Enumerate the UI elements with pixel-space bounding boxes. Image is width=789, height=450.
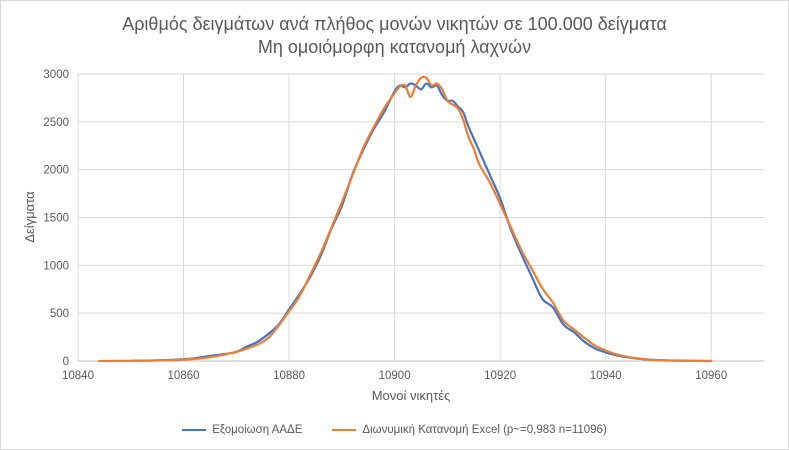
y-tick-label: 2500	[43, 117, 69, 129]
x-tick-label: 10940	[590, 370, 622, 382]
y-axis-title: Δείγματα	[22, 191, 37, 243]
y-tick-label: 3000	[43, 69, 69, 81]
legend-label-binomial: Διωνυμική Κατανομή Excel (p~=0,983 n=110…	[362, 424, 607, 436]
chart-title: Αριθμός δειγμάτων ανά πλήθος μονών νικητ…	[122, 14, 667, 34]
legend-item-binomial: Διωνυμική Κατανομή Excel (p~=0,983 n=110…	[332, 424, 607, 436]
chart-legend: Εξομοίωση ΑΑΔΕ Διωνυμική Κατανομή Excel …	[1, 424, 788, 436]
x-tick-label: 10840	[62, 370, 94, 382]
x-tick-label: 10900	[379, 370, 411, 382]
x-tick-label: 10880	[273, 370, 305, 382]
x-axis-title: Μονοί νικητές	[372, 388, 451, 403]
x-tick-label: 10920	[484, 370, 516, 382]
legend-label-aade: Εξομοίωση ΑΑΔΕ	[212, 424, 303, 436]
legend-swatch-aade	[182, 428, 207, 432]
chart-subtitle: Μη ομοιόμορφη κατανομή λαχνών	[257, 37, 532, 57]
y-tick-label: 500	[50, 308, 69, 320]
series-line-binomial	[98, 75, 713, 363]
y-tick-label: 2000	[43, 165, 69, 177]
y-tick-label: 1500	[43, 213, 69, 225]
legend-swatch-binomial	[332, 428, 357, 432]
x-tick-label: 10960	[695, 370, 727, 382]
legend-item-aade: Εξομοίωση ΑΑΔΕ	[182, 424, 302, 436]
y-tick-label: 0	[63, 356, 69, 368]
y-tick-label: 1000	[43, 260, 69, 272]
x-tick-label: 10860	[168, 370, 200, 382]
series-line-aade	[129, 82, 713, 363]
